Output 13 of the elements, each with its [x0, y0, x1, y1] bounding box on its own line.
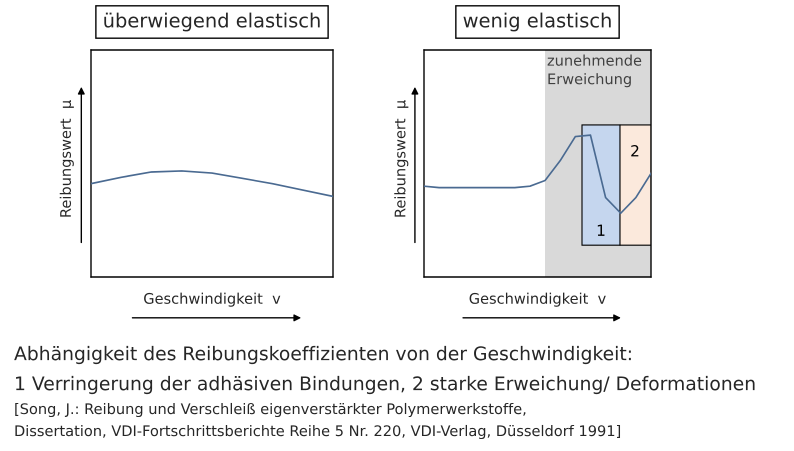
text: 1 Verringerung der adhäsiven Bindungen, 2 starke Erweichung/ Deformationen	[16, 376, 755, 394]
annotation: 2	[631, 145, 638, 156]
text: Abhängigkeit des Reibungskoeffizienten von der Geschwindigkeit:	[14, 346, 631, 364]
x-axis-title: Geschwindigkeit v	[144, 292, 280, 307]
chart-title: wenig elastisch	[463, 12, 611, 32]
chart-title: überwiegend elastisch	[104, 12, 320, 32]
y-axis-title: Reibungswert μ	[60, 100, 74, 217]
x-axis-title: Geschwindigkeit v	[470, 292, 606, 307]
annotation: 1	[598, 224, 604, 236]
y-axis-title: Reibungswert μ	[394, 100, 408, 217]
text: [Song, J.: Reibung und Verschleiß eigenverstärkter Polymerwerkstoffe,	[15, 402, 526, 418]
text: zunehmende Erweichung	[548, 54, 642, 88]
text: Dissertation, VDI-Fortschrittsberichte Reihe 5 Nr. 220, VDI-Verlag, Düsseldorf 1991]	[15, 424, 620, 440]
